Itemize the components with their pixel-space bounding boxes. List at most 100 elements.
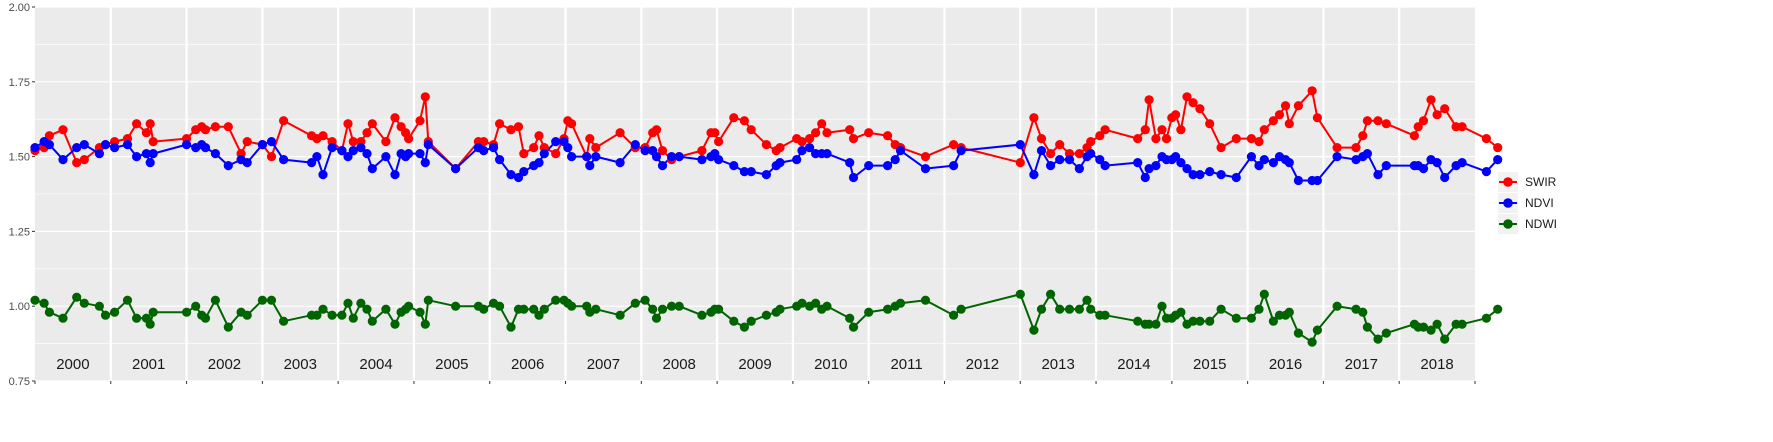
ndvi-point [148,149,158,159]
swir-point [651,125,662,135]
swir-point [1074,149,1084,159]
ndvi-point [1074,164,1084,174]
swir-point [367,119,377,129]
ndvi-point [1055,155,1065,165]
ndvi-point [257,140,267,150]
y-tick-label: 1.25 [9,226,30,238]
ndvi-point [242,158,252,168]
ndvi-point [79,140,89,150]
swir-point [1157,125,1167,135]
ndwi-point [920,295,931,305]
ndvi-point [415,149,425,159]
ndwi-point [797,298,807,308]
ndwi-point [746,316,756,326]
ndwi-point [1176,307,1186,317]
ndvi-point [1332,152,1342,162]
ndvi-point [337,146,347,156]
ndvi-point [1182,164,1192,174]
ndvi-point [551,137,561,147]
swir-point [362,128,372,138]
ndwi-point [210,295,220,305]
ndwi-point [72,292,82,302]
ndvi-point [761,170,772,180]
swir-point [949,140,959,150]
ndwi-point [1144,319,1154,329]
swir-point [615,128,625,138]
ndwi-point [39,298,49,308]
ndvi-point [513,172,524,183]
swir-point [657,146,668,156]
ndwi-point [451,301,461,311]
ndwi-point [58,313,68,323]
y-tick-label: 1.50 [9,152,30,164]
ndwi-point [1332,301,1342,311]
ndvi-point [697,155,707,165]
swir-point [200,125,211,135]
swir-point [1381,119,1391,129]
ndwi-point [811,298,821,308]
ndvi-point [1140,172,1150,183]
ndvi-point [223,161,233,171]
ndvi-point [132,152,142,162]
ndwi-point [1036,304,1047,314]
ndwi-point [822,301,832,311]
ndwi-point [648,304,658,314]
ndvi-point [1205,167,1215,177]
y-tick-label: 1.00 [9,301,30,313]
ndwi-point [775,304,785,314]
ndwi-point [191,301,201,311]
ndvi-point [582,152,592,162]
ndvi-point [279,155,289,165]
ndwi-point [1457,319,1467,329]
swir-point [1259,125,1269,135]
ndvi-point [1100,161,1110,171]
ndvi-point [182,140,192,150]
swir-point [817,119,827,129]
ndwi-point [1205,316,1215,326]
ndvi-point [1133,158,1143,168]
ndwi-point [529,304,539,314]
ndvi-point [210,149,220,159]
ndwi-point [845,313,855,323]
swir-point [1280,101,1291,111]
ndvi-point [1268,158,1278,168]
swir-point [1332,143,1342,153]
ndwi-point [1481,313,1491,323]
year-label: 2002 [208,356,241,373]
ndvi-point [667,152,677,162]
ndwi-point [312,310,322,320]
ndwi-point [479,304,489,314]
swir-point [381,137,391,147]
ndwi-point [1188,316,1198,326]
ndwi-point [883,304,893,314]
ndwi-point [1268,316,1278,326]
swir-point [242,137,252,147]
swir-point [1432,110,1442,120]
swir-point [390,113,400,123]
year-label: 2009 [738,356,771,373]
ndvi-point [1312,175,1322,186]
swir-point [72,158,82,168]
swir-point [404,134,414,144]
ndwi-point [848,322,859,332]
ndwi-point [1029,325,1039,335]
ndwi-point [1362,322,1372,332]
swir-point [710,128,720,138]
ndwi-point [390,319,400,329]
ndvi-point [1493,155,1503,165]
swir-point [1133,134,1143,144]
swir-point [1182,92,1192,102]
ndwi-point [674,301,684,311]
year-label: 2006 [511,356,544,373]
ndvi-point [864,161,874,171]
ndwi-point [1082,295,1092,305]
swir-point [1171,110,1181,120]
minor-gridlines [35,44,1475,344]
ndwi-point [1293,328,1303,338]
ndvi-point [362,149,372,159]
ndwi-point [1312,325,1322,335]
ndwi-point [949,310,959,320]
swir-point [1284,119,1294,129]
ndwi-point [1259,289,1269,299]
